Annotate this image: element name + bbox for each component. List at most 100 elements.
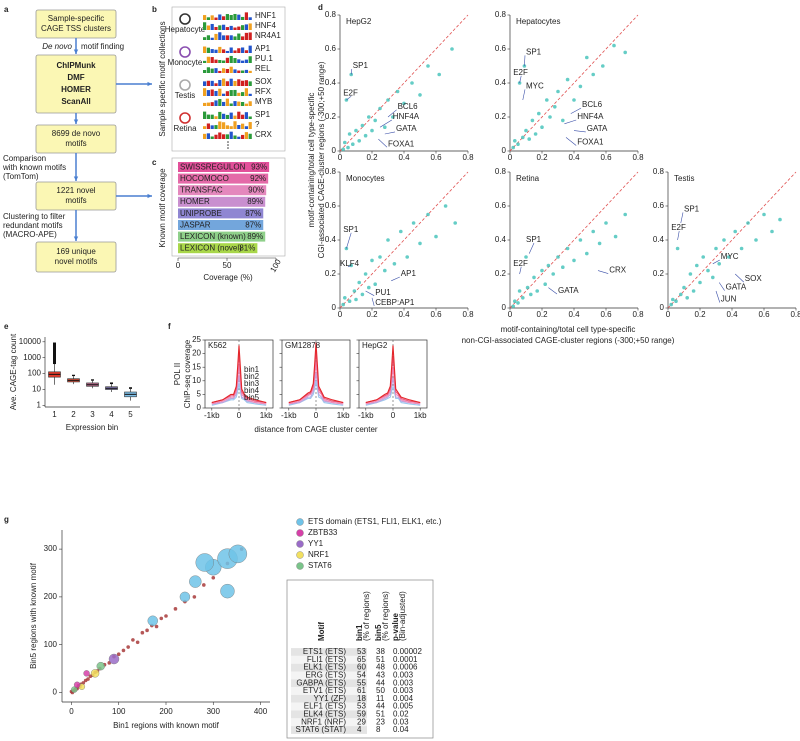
point [612,43,616,48]
y-tick-label: 0.6 [495,44,507,53]
motif-name: HNF4 [255,21,276,30]
table-cell: NRF1 (NRF) [301,717,346,726]
logo-letter [203,46,207,53]
y-tick-label: 0.8 [325,167,337,176]
logo-letter [244,69,248,73]
motif-name: MYB [255,97,272,106]
logo-letter [237,70,241,73]
logo-letter [229,47,233,53]
logo-letter [225,125,229,129]
y-tick-label: 0.8 [495,10,507,19]
logo-letter [248,101,252,106]
logo-letter [203,133,207,139]
profile-line [365,367,421,405]
legend-label: bin5 [244,393,260,402]
logo-letter [244,50,248,53]
logo-letter [229,90,233,96]
annotation: SP1 [684,205,700,214]
logo-letter [210,89,214,96]
annotation-pointer [519,266,522,275]
point [126,645,130,649]
x-tick-label: 0 [338,310,343,319]
x-tick-label: 0 [508,153,513,162]
table-cell: 44 [376,678,385,687]
bubble [96,661,105,671]
panel-letter: f [168,322,171,331]
y-tick-label: 0.4 [325,235,337,244]
x-tick-label: 1kb [337,411,350,420]
logo-letter [229,112,233,119]
profile-line [365,377,421,405]
panel-letter: g [4,515,9,524]
point [543,282,547,287]
point [159,616,164,621]
x-tick-label: 0.2 [536,153,548,162]
logo-letter [206,56,210,63]
y-tick-label: 0.8 [653,167,665,176]
logo-letter [203,102,207,106]
y-tick-label: 100 [44,640,58,649]
bar [178,173,269,184]
table-cell: ELK4 (ETS) [303,710,346,719]
point [121,648,126,653]
legend-marker [296,562,304,570]
annotation-pointer [346,232,352,249]
logo-letter [218,111,222,119]
logo-letter [218,99,222,106]
logo-letter [244,80,248,86]
bar [178,243,258,254]
arrow-head [73,49,79,54]
point [754,238,758,242]
point [347,299,352,304]
table-cell: 44 [376,702,385,711]
logo-letter [229,126,233,129]
table-cell: 50 [376,686,385,695]
point [671,297,675,302]
logo-letter [237,33,241,40]
annotation: BCL6 [398,102,419,111]
point [565,246,570,251]
bar-value: 93% [251,162,267,171]
x-tick-label: 300 [207,707,221,716]
point [685,296,689,300]
annotation: SOX [745,274,763,283]
table-cell: 53 [357,702,366,711]
logo-letter [229,78,233,86]
logo-letter [233,135,237,139]
panel-letter: e [4,322,9,331]
table-cell: 38 [376,647,385,656]
point [532,275,536,280]
point [548,115,552,119]
logo-letter [218,46,222,53]
bar-value: 87% [245,209,261,218]
legend-label: NRF1 [308,550,329,559]
panel-title: Testis [674,174,694,183]
point [383,125,387,129]
bar-value: 90% [248,186,264,195]
logo-letter [210,23,214,30]
panel-letter: c [152,158,157,167]
arrow-head [73,176,79,181]
logo-letter [241,25,245,30]
point [556,255,560,259]
point [727,255,731,259]
logo-letter [248,32,252,40]
panel-frame [171,157,286,257]
bar-category: TRANSFAC [180,186,223,195]
logo-letter [214,68,218,73]
logo-letter [248,56,252,63]
y-tick-label: 10000 [19,337,42,346]
profile-line [288,342,344,404]
point [578,84,583,89]
point [360,123,365,128]
profile-line [211,383,267,406]
axis-label: non-CGI-associated CAGE-cluster regions … [462,336,675,345]
panel-letter: a [4,5,9,14]
row-shade [291,694,367,703]
logo-letter [222,122,226,129]
point [679,292,683,297]
x-tick-label: 0 [508,310,513,319]
point [572,258,576,263]
arrow-head [73,236,79,241]
motif-name: CRX [255,130,273,139]
